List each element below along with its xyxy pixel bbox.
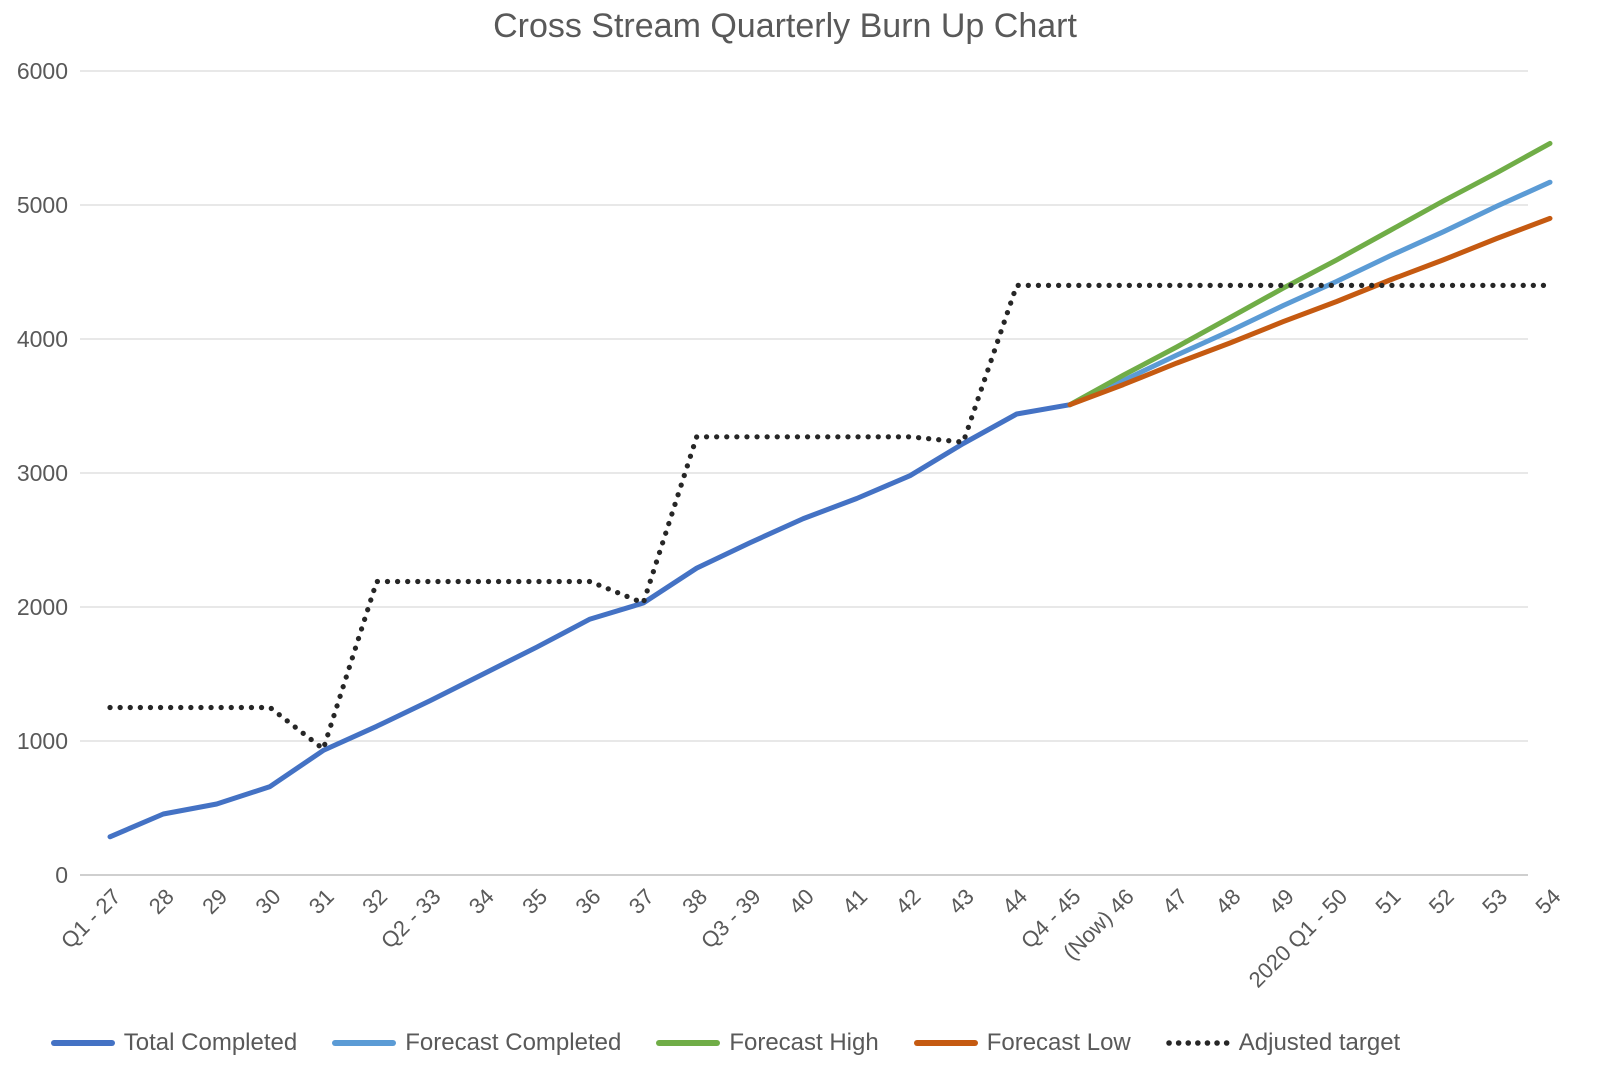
series-line-forecast-low xyxy=(1067,215,1553,408)
y-axis-label: 6000 xyxy=(17,58,68,84)
legend-swatch-forecast-low-icon xyxy=(913,1040,978,1046)
x-axis-label: 53 xyxy=(1477,884,1512,919)
series-line-forecast-high xyxy=(1067,140,1553,408)
legend-label: Total Completed xyxy=(123,1029,298,1056)
x-axis-label: 2020 Q1 - 50 xyxy=(1244,884,1352,992)
x-axis-label: 32 xyxy=(357,884,392,919)
series-line-forecast-completed xyxy=(1067,179,1553,408)
x-axis-label: Q3 - 39 xyxy=(696,884,766,954)
x-axis-label: Q2 - 33 xyxy=(376,884,446,954)
y-axis-label: 0 xyxy=(55,862,68,888)
x-axis-label: 31 xyxy=(304,884,339,919)
legend-swatch-forecast-high-icon xyxy=(656,1040,721,1046)
x-axis-label: 43 xyxy=(944,884,979,919)
x-axis-label: 48 xyxy=(1211,884,1246,919)
y-axis-label: 1000 xyxy=(17,728,68,754)
x-axis-label: 42 xyxy=(891,884,926,919)
y-axis-label: 2000 xyxy=(17,594,68,620)
x-axis-label: 41 xyxy=(837,884,872,919)
x-axis-label: 38 xyxy=(677,884,712,919)
series-line-adjusted-target xyxy=(107,282,1553,752)
legend-label: Forecast Completed xyxy=(405,1029,622,1056)
legend: Total Completed Forecast Completed Forecas… xyxy=(0,1020,1620,1066)
y-axis-label: 5000 xyxy=(17,192,68,218)
gridlines xyxy=(80,70,1528,876)
series-lines xyxy=(107,140,1553,840)
x-axis-label: 34 xyxy=(464,884,499,919)
legend-item-forecast-high: Forecast High xyxy=(655,1029,879,1057)
x-axis-label: 30 xyxy=(251,884,286,919)
x-axis-label: 40 xyxy=(784,884,819,919)
x-axis-label: 52 xyxy=(1424,884,1459,919)
legend-item-forecast-completed: Forecast Completed xyxy=(331,1029,621,1057)
x-axis-label: 28 xyxy=(144,884,179,919)
x-axis-label: 36 xyxy=(571,884,606,919)
legend-label: Adjusted target xyxy=(1238,1029,1401,1056)
x-axis-label: 49 xyxy=(1264,884,1299,919)
legend-label: Forecast High xyxy=(729,1029,879,1056)
x-axis-label: 29 xyxy=(197,884,232,919)
x-axis-label: Q1 - 27 xyxy=(56,884,126,954)
x-axis-label: 54 xyxy=(1531,884,1566,919)
x-axis-label: 37 xyxy=(624,884,659,919)
legend-swatch-forecast-completed-icon xyxy=(332,1040,397,1046)
x-axis-label: 51 xyxy=(1371,884,1406,919)
legend-swatch-adjusted-target-icon xyxy=(1166,1040,1230,1046)
y-axis-label: 3000 xyxy=(17,460,68,486)
legend-item-forecast-low: Forecast Low xyxy=(913,1029,1131,1057)
y-axis-label: 4000 xyxy=(17,326,68,352)
x-axis-label: 44 xyxy=(997,884,1032,919)
legend-item-adjusted-target: Adjusted target xyxy=(1165,1029,1400,1057)
legend-item-total-completed: Total Completed xyxy=(50,1029,297,1057)
series-line-total-completed xyxy=(107,402,1073,840)
chart-title: Cross Stream Quarterly Burn Up Chart xyxy=(493,7,1077,45)
x-axis-label: 35 xyxy=(517,884,552,919)
legend-swatch-total-completed-icon xyxy=(50,1040,115,1046)
legend-label: Forecast Low xyxy=(986,1029,1131,1056)
y-axis-labels: 0 1000 2000 3000 4000 5000 6000 xyxy=(17,58,68,888)
x-axis-label: 47 xyxy=(1157,884,1192,919)
